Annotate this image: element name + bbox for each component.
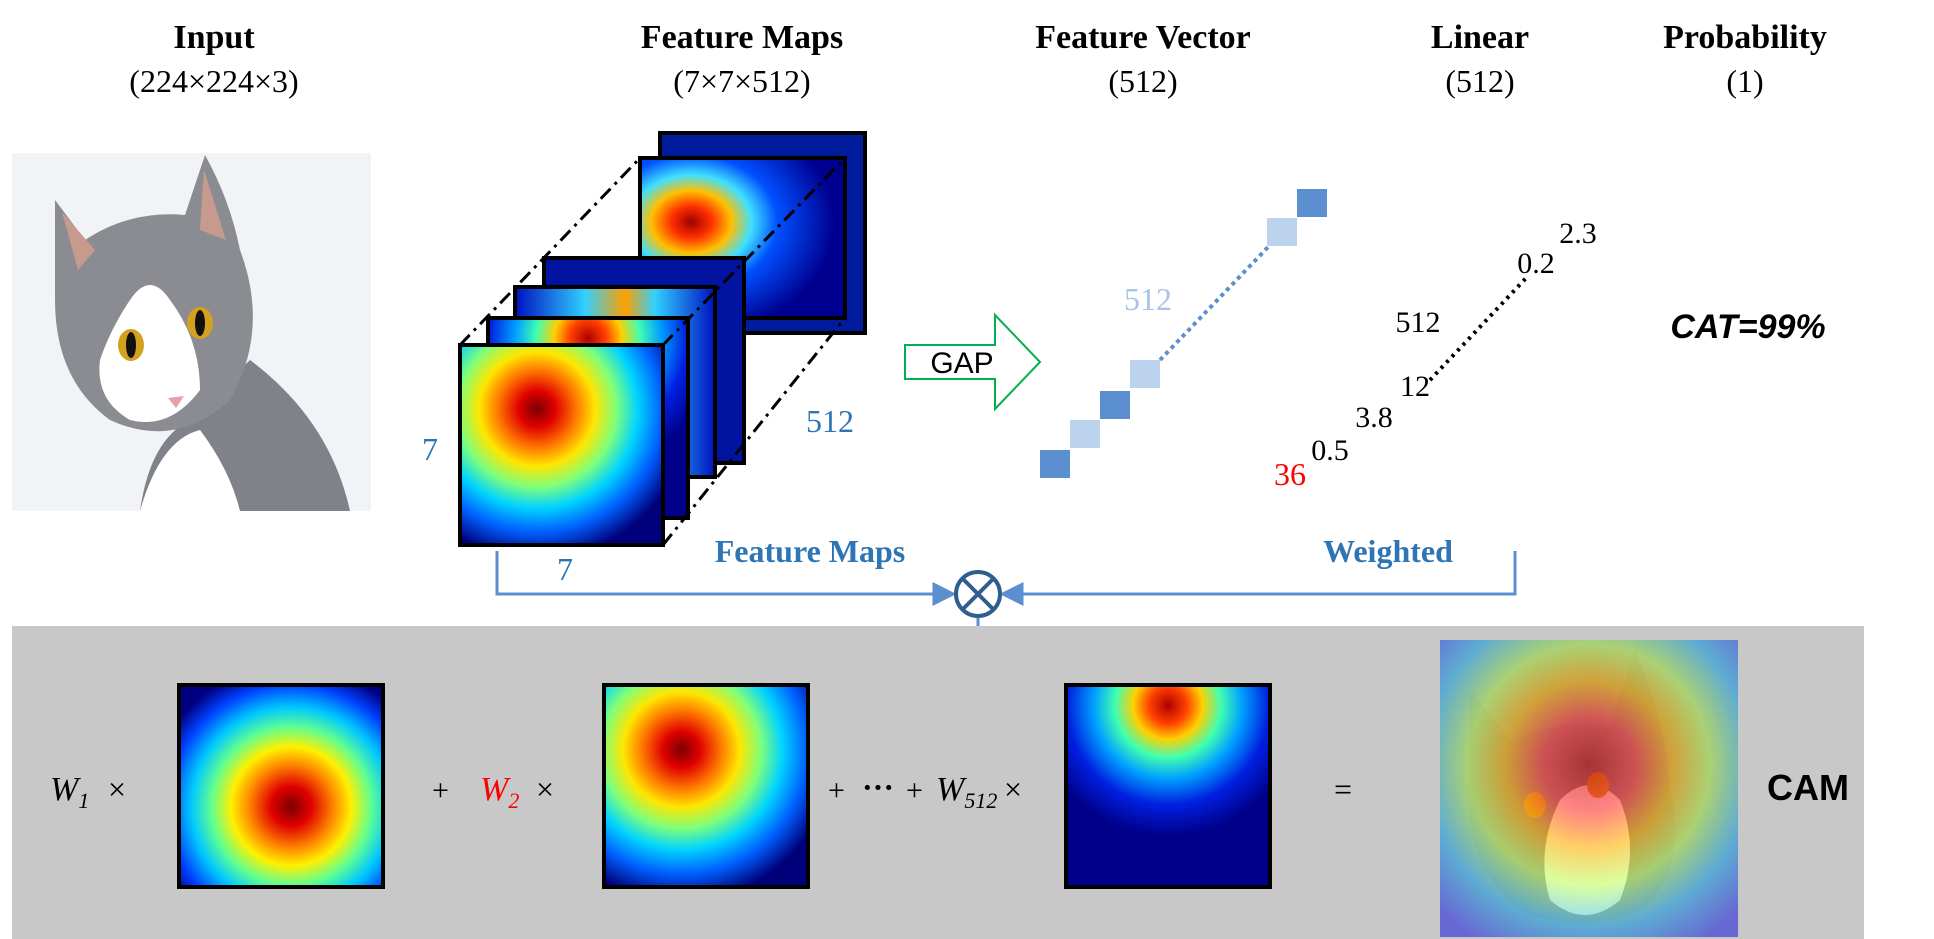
plus-sign: + <box>828 774 845 807</box>
header-title: Probability <box>1663 19 1827 56</box>
plus-sign: + <box>432 774 449 807</box>
header-probability: Probability (1) <box>1663 19 1827 99</box>
weight-value: 0.2 <box>1517 247 1555 280</box>
vector-ellipsis <box>1158 243 1272 362</box>
vector-cell <box>1100 391 1130 419</box>
weight-value: 3.8 <box>1355 401 1393 434</box>
header-input: Input (224×224×3) <box>129 19 298 99</box>
header-feature-vector: Feature Vector (512) <box>1035 19 1251 99</box>
heatmap-term-512 <box>1064 683 1272 889</box>
equals-sign: = <box>1334 771 1352 807</box>
feature-map-stack: 7 7 512 <box>422 131 867 587</box>
vector-cell <box>1130 360 1160 388</box>
gap-label: GAP <box>930 347 993 380</box>
vector-length-label: 512 <box>1124 281 1172 317</box>
header-title: Linear <box>1431 19 1529 56</box>
header-title: Feature Maps <box>641 19 843 56</box>
connector-lines: Feature Maps Weighted <box>495 533 1517 665</box>
stack-depth-label: 512 <box>806 403 854 439</box>
ellipsis: ··· <box>862 769 894 805</box>
header-title: Feature Vector <box>1035 19 1251 56</box>
header-title: Input <box>173 19 255 56</box>
weight-value: 0.5 <box>1311 434 1349 467</box>
cam-label: CAM <box>1767 767 1849 808</box>
cam-equation-panel: W1 × + W2 × + ··· + W512 × = CAM <box>12 626 1864 939</box>
heatmap-term-2 <box>602 683 810 889</box>
linear-weights: 36 0.5 3.8 12 512 0.2 2.3 <box>1274 217 1597 492</box>
times-sign: × <box>1004 771 1022 807</box>
times-sign: × <box>536 771 554 807</box>
cam-result-image <box>1440 640 1738 937</box>
weight-symbol-1: W1 <box>50 771 89 813</box>
vector-cell <box>1297 189 1327 217</box>
weight-symbol-512: W512 <box>936 771 997 813</box>
vector-cell <box>1267 218 1297 246</box>
header-dims: (512) <box>1445 63 1514 99</box>
weight-value: 2.3 <box>1559 217 1597 250</box>
prediction-label: CAT=99% <box>1670 308 1825 346</box>
weight-value: 36 <box>1274 456 1306 492</box>
vector-cell <box>1070 420 1100 448</box>
input-cat-image <box>12 153 371 511</box>
stack-height-label: 7 <box>422 431 438 467</box>
plus-sign: + <box>906 774 923 807</box>
stack-width-label: 7 <box>557 551 573 587</box>
gap-arrow: GAP <box>904 312 1042 412</box>
heatmap-term-1 <box>177 683 385 889</box>
times-sign: × <box>108 771 126 807</box>
header-dims: (1) <box>1726 63 1763 99</box>
vector-cell <box>1040 450 1070 478</box>
weight-symbol-2: W2 <box>480 771 519 813</box>
header-dims: (7×7×512) <box>673 63 810 99</box>
connector-label-feature-maps: Feature Maps <box>715 533 905 569</box>
weight-value: 12 <box>1400 370 1430 403</box>
header-dims: (224×224×3) <box>129 63 298 99</box>
weight-value: 512 <box>1396 306 1441 339</box>
weight-ellipsis <box>1428 274 1530 382</box>
header-dims: (512) <box>1108 63 1177 99</box>
header-linear: Linear (512) <box>1431 19 1529 99</box>
connector-label-weighted: Weighted <box>1323 533 1453 569</box>
header-feature-maps: Feature Maps (7×7×512) <box>641 19 843 99</box>
feature-vector: 512 <box>1040 189 1327 478</box>
